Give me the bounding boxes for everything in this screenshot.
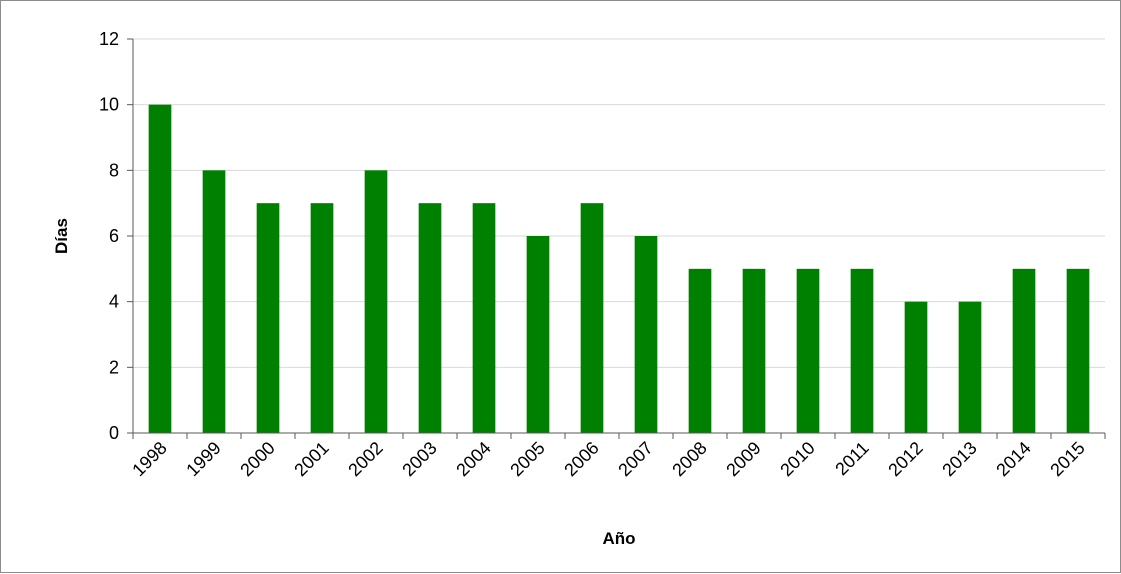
bar-2013	[958, 301, 982, 433]
bar-2001	[310, 203, 334, 433]
bar-1998	[148, 104, 172, 434]
bars	[148, 104, 1090, 434]
bar-2012	[904, 301, 928, 433]
x-tick-labels: 1998 1999 2000 2001 2002 2003 2004 2005 2006 2007…	[128, 438, 1088, 480]
x-tick-label: 2015	[1046, 438, 1088, 480]
y-tick-label: 10	[99, 95, 119, 115]
y-tick-label: 2	[109, 357, 119, 377]
bar-2010	[796, 268, 820, 433]
y-axis-title: Días	[52, 218, 71, 254]
x-tick-label: 2003	[398, 438, 440, 480]
x-tick-label: 2010	[776, 438, 818, 480]
y-tick-label: 6	[109, 226, 119, 246]
gridlines	[133, 38, 1105, 368]
x-tick-label: 2011	[831, 438, 873, 480]
bar-2009	[742, 268, 766, 433]
x-tick-label: 2000	[236, 438, 278, 480]
bar-2007	[634, 236, 658, 433]
y-tick-label: 8	[109, 160, 119, 180]
x-tick-label: 2007	[614, 438, 656, 480]
y-tick-label: 4	[109, 292, 119, 312]
y-tick-label: 12	[99, 29, 119, 49]
x-tick-label: 2002	[344, 438, 386, 480]
axes	[127, 38, 1106, 439]
bar-2003	[418, 203, 442, 433]
x-tick-label: 2012	[884, 438, 926, 480]
x-axis-title: Año	[602, 529, 635, 548]
bar-2002	[364, 170, 388, 434]
bar-2005	[526, 236, 550, 433]
x-tick-label: 1999	[182, 438, 224, 480]
bar-2011	[850, 268, 874, 433]
bar-2006	[580, 203, 604, 433]
x-tick-label: 1998	[128, 438, 170, 480]
x-tick-label: 2004	[452, 438, 494, 480]
x-tick-label: 2005	[506, 438, 548, 480]
x-tick-label: 2008	[668, 438, 710, 480]
x-tick-label: 2013	[938, 438, 980, 480]
y-tick-labels: 0 2 4 6 8 10 12	[99, 29, 119, 443]
bar-2008	[688, 268, 712, 433]
x-tick-label: 2014	[992, 438, 1034, 480]
x-tick-label: 2006	[560, 438, 602, 480]
y-tick-label: 0	[109, 423, 119, 443]
bar-2004	[472, 203, 496, 433]
bar-1999	[202, 170, 226, 434]
x-tick-label: 2009	[722, 438, 764, 480]
bar-2015	[1066, 268, 1090, 433]
bar-2000	[256, 203, 280, 433]
bar-2014	[1012, 268, 1036, 433]
x-tick-label: 2001	[290, 438, 332, 480]
